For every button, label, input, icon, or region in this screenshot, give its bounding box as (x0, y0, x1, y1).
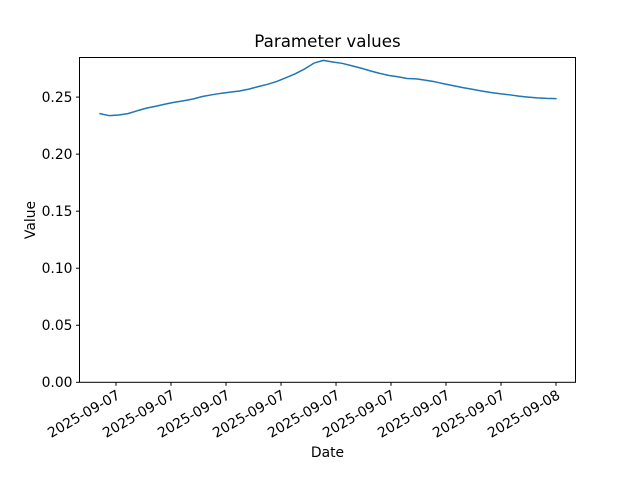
y-tick-label: 0.10 (42, 261, 73, 277)
y-tick-label: 0.00 (42, 375, 73, 391)
y-tick-label: 0.05 (42, 318, 73, 334)
y-tick-label: 0.25 (42, 90, 73, 106)
axes-frame (79, 57, 576, 383)
data-line (99, 59, 557, 117)
y-tick-label: 0.15 (42, 204, 73, 220)
y-tick-label: 0.20 (42, 147, 73, 163)
chart-title: Parameter values (254, 31, 401, 51)
x-axis-label: Date (310, 445, 345, 461)
y-axis-label: Value (23, 200, 39, 240)
